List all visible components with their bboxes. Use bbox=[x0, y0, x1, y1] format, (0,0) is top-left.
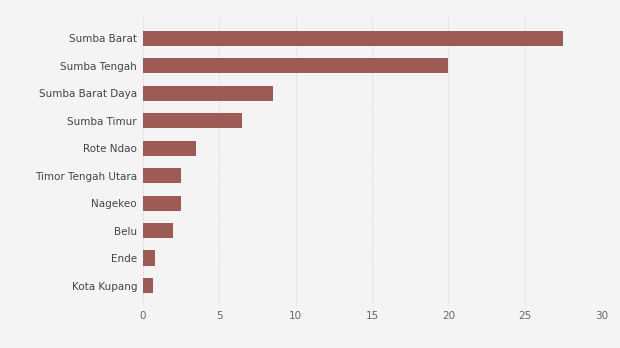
Bar bbox=[143, 141, 196, 156]
Bar bbox=[143, 58, 448, 73]
Bar bbox=[143, 251, 155, 266]
Bar bbox=[143, 31, 563, 46]
Bar bbox=[143, 113, 242, 128]
Bar bbox=[143, 223, 173, 238]
Bar bbox=[143, 168, 181, 183]
Bar bbox=[143, 86, 273, 101]
Bar bbox=[143, 196, 181, 211]
Bar bbox=[143, 278, 153, 293]
